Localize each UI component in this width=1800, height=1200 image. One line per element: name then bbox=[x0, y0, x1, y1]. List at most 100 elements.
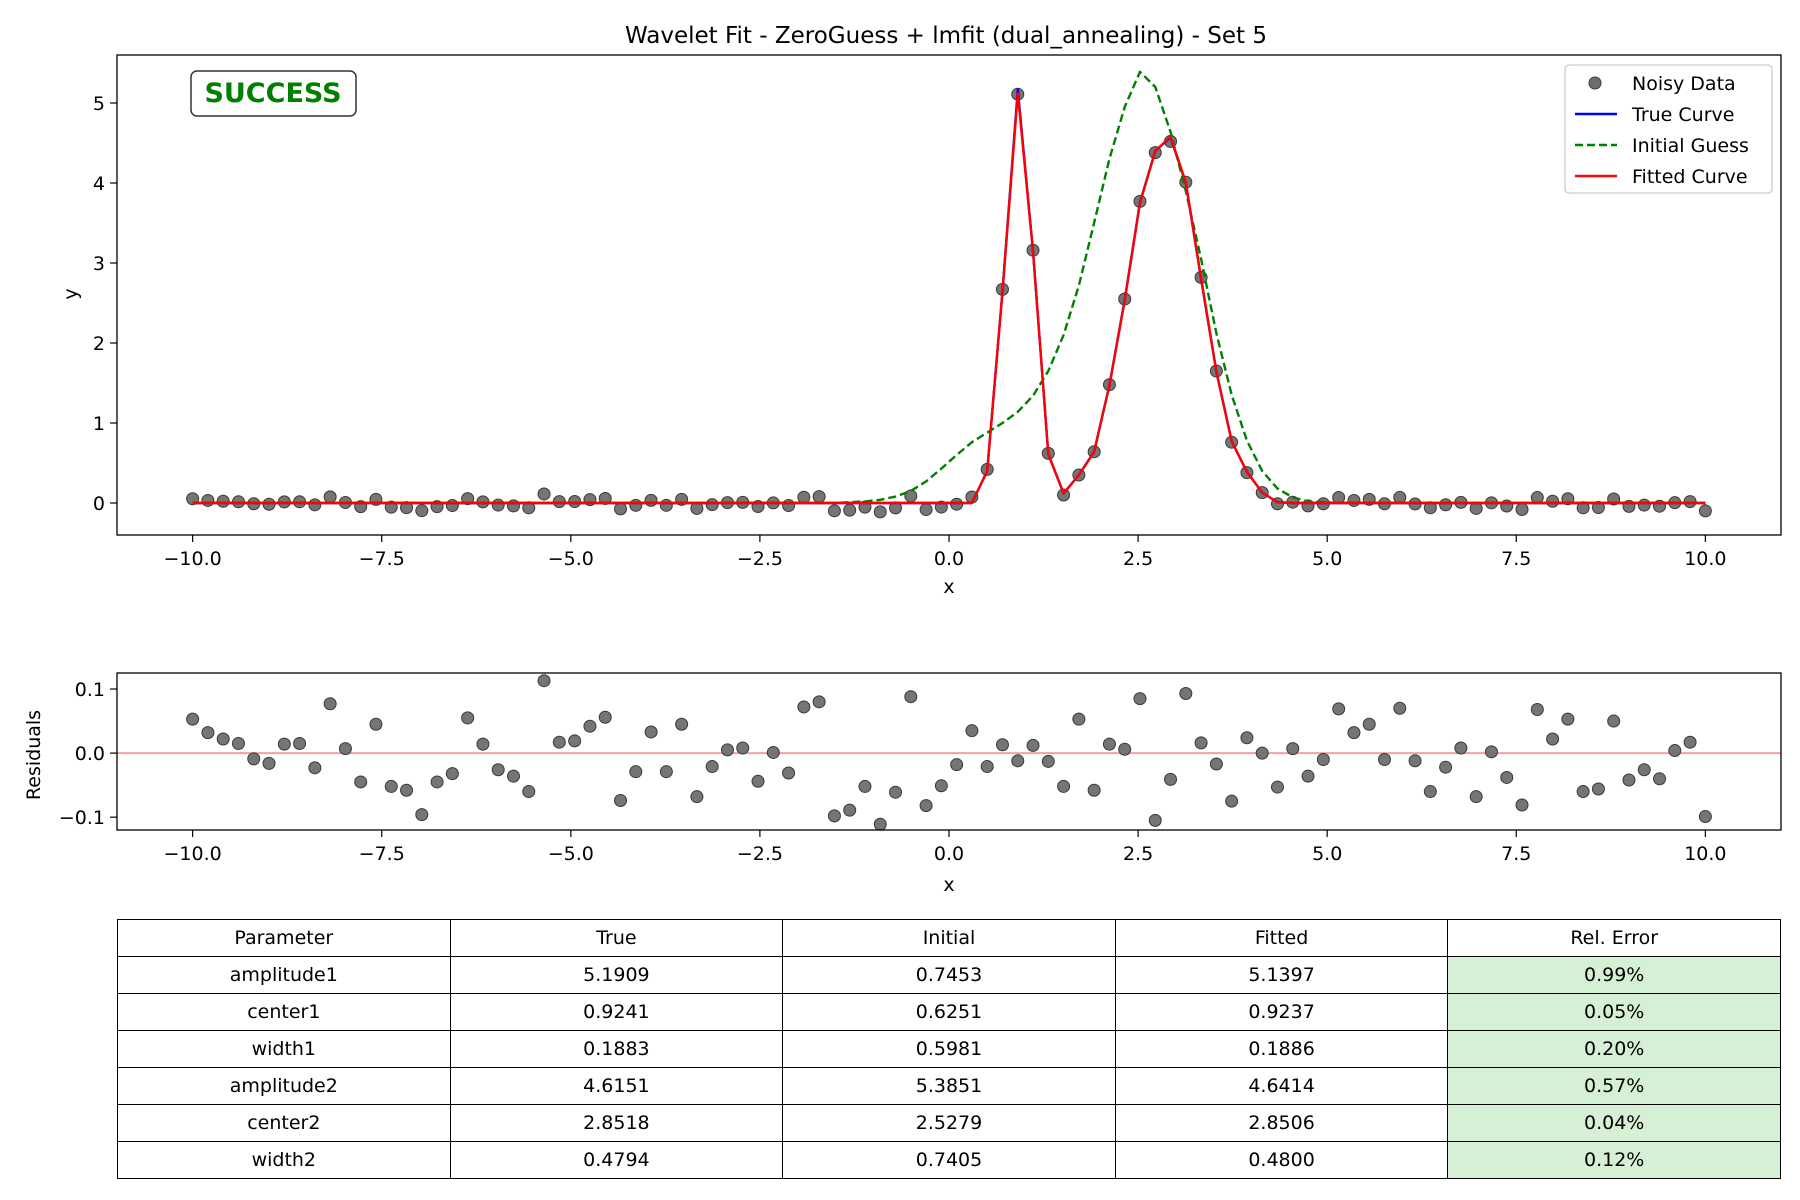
residual-point bbox=[430, 775, 444, 789]
residual-point bbox=[1439, 760, 1453, 774]
legend-marker-noisy-data bbox=[1588, 76, 1602, 90]
residual-point bbox=[1332, 702, 1346, 716]
residual-x-tick-label-8: 10.0 bbox=[1684, 843, 1726, 865]
table-cell: 0.9241 bbox=[449, 993, 784, 1031]
noisy-data-point bbox=[552, 495, 566, 509]
table-cell: 4.6151 bbox=[449, 1067, 784, 1105]
residual-x-tick-label-2: −5.0 bbox=[548, 843, 594, 865]
main-x-ticks: −10.0 −7.5 −5.0 −2.5 0.0 2.5 5.0 7.5 10.0 bbox=[164, 535, 1727, 570]
table-cell: width2 bbox=[117, 1141, 451, 1179]
noisy-data-point bbox=[568, 494, 582, 508]
residual-point bbox=[797, 700, 811, 714]
table-header-row: Parameter True Initial Fitted Rel. Error bbox=[117, 919, 1781, 957]
residual-point bbox=[1011, 754, 1025, 768]
noisy-data-point bbox=[812, 490, 826, 504]
noisy-data-point bbox=[919, 503, 933, 517]
residual-point bbox=[1530, 703, 1544, 717]
residual-y-label: Residuals bbox=[23, 710, 45, 800]
residual-point bbox=[1316, 753, 1330, 767]
residual-point bbox=[1102, 737, 1116, 751]
residual-point bbox=[247, 752, 261, 766]
residual-point bbox=[950, 758, 964, 772]
residual-point bbox=[354, 775, 368, 789]
main-x-tick-label-6: 5.0 bbox=[1312, 548, 1342, 570]
main-y-tick-label-2: 2 bbox=[93, 333, 105, 355]
noisy-data-point bbox=[415, 504, 429, 518]
noisy-data-point bbox=[614, 502, 628, 516]
main-plot-frame bbox=[116, 54, 1782, 536]
residual-point bbox=[629, 765, 643, 779]
table-cell: 4.6414 bbox=[1114, 1067, 1449, 1105]
residual-point bbox=[1362, 717, 1376, 731]
noisy-data-point bbox=[491, 498, 505, 512]
residual-point bbox=[1087, 783, 1101, 797]
table-cell: 0.5981 bbox=[782, 1030, 1116, 1068]
main-x-tick-label-0: −10.0 bbox=[164, 548, 222, 570]
noisy-data-point bbox=[705, 498, 719, 512]
residual-x-tick-label-5: 2.5 bbox=[1123, 843, 1153, 865]
legend-box bbox=[1564, 64, 1773, 194]
residual-point bbox=[1683, 735, 1697, 749]
noisy-data-point bbox=[1591, 500, 1605, 514]
noisy-data-point bbox=[659, 498, 673, 512]
parameter-table: Parameter True Initial Fitted Rel. Error amp… bbox=[117, 919, 1781, 1179]
noisy-data-point bbox=[690, 501, 704, 515]
table-cell: 5.3851 bbox=[782, 1067, 1116, 1105]
residual-x-tick-label-6: 5.0 bbox=[1312, 843, 1342, 865]
table-cell: 0.12% bbox=[1447, 1141, 1781, 1179]
noisy-data-point bbox=[843, 503, 857, 517]
residual-point bbox=[369, 717, 383, 731]
legend: Noisy Data True Curve Initial Guess Fitted … bbox=[1564, 64, 1773, 194]
residual-point bbox=[537, 674, 551, 688]
table-row: center1 0.9241 0.6251 0.9237 0.05% bbox=[117, 993, 1781, 1031]
noisy-data-point bbox=[186, 492, 200, 506]
noisy-data-point bbox=[537, 487, 551, 501]
main-y-tick-label-1: 1 bbox=[93, 413, 105, 435]
noisy-data-point bbox=[1683, 495, 1697, 509]
table-row: width1 0.1883 0.5981 0.1886 0.20% bbox=[117, 1030, 1781, 1068]
residual-point bbox=[1500, 770, 1514, 784]
residual-point bbox=[812, 695, 826, 709]
table-cell: 5.1909 bbox=[449, 956, 784, 994]
table-cell: center1 bbox=[117, 993, 451, 1031]
residual-point bbox=[1393, 701, 1407, 715]
residual-point bbox=[1270, 780, 1284, 794]
fitted-curve-line bbox=[192, 92, 1706, 505]
residual-point bbox=[720, 743, 734, 757]
table-cell: amplitude2 bbox=[117, 1067, 451, 1105]
residual-point bbox=[491, 763, 505, 777]
table-cell: 0.7405 bbox=[782, 1141, 1116, 1179]
residual-point bbox=[1484, 745, 1498, 759]
noisy-data-point bbox=[1469, 501, 1483, 515]
legend-label-noisy-data: Noisy Data bbox=[1632, 73, 1736, 95]
residual-point bbox=[186, 712, 200, 726]
main-series-layer bbox=[186, 70, 1712, 519]
residual-point bbox=[690, 790, 704, 804]
residual-point bbox=[843, 803, 857, 817]
residual-point bbox=[1164, 772, 1178, 786]
residual-point bbox=[919, 799, 933, 813]
main-y-tick-label-5: 5 bbox=[93, 93, 105, 115]
residual-point bbox=[461, 711, 475, 725]
success-text: SUCCESS bbox=[204, 78, 341, 109]
main-y-tick-label-0: 0 bbox=[93, 493, 105, 515]
true-curve-line bbox=[192, 88, 1706, 505]
residual-point bbox=[1591, 782, 1605, 796]
noisy-data-point bbox=[262, 497, 276, 511]
residual-point bbox=[231, 736, 245, 750]
table-cell: 0.4800 bbox=[1114, 1141, 1449, 1179]
residual-point bbox=[1118, 742, 1132, 756]
residual-point bbox=[522, 785, 536, 799]
residual-point bbox=[552, 735, 566, 749]
residual-point bbox=[1240, 731, 1254, 745]
residual-point bbox=[1286, 742, 1300, 756]
residual-point bbox=[873, 817, 887, 831]
residual-point bbox=[904, 690, 918, 704]
residual-point bbox=[1026, 738, 1040, 752]
residual-point bbox=[614, 794, 628, 808]
residual-point bbox=[827, 809, 841, 823]
residual-x-tick-label-7: 7.5 bbox=[1501, 843, 1531, 865]
table-cell: 0.6251 bbox=[782, 993, 1116, 1031]
table-cell: 2.5279 bbox=[782, 1104, 1116, 1142]
